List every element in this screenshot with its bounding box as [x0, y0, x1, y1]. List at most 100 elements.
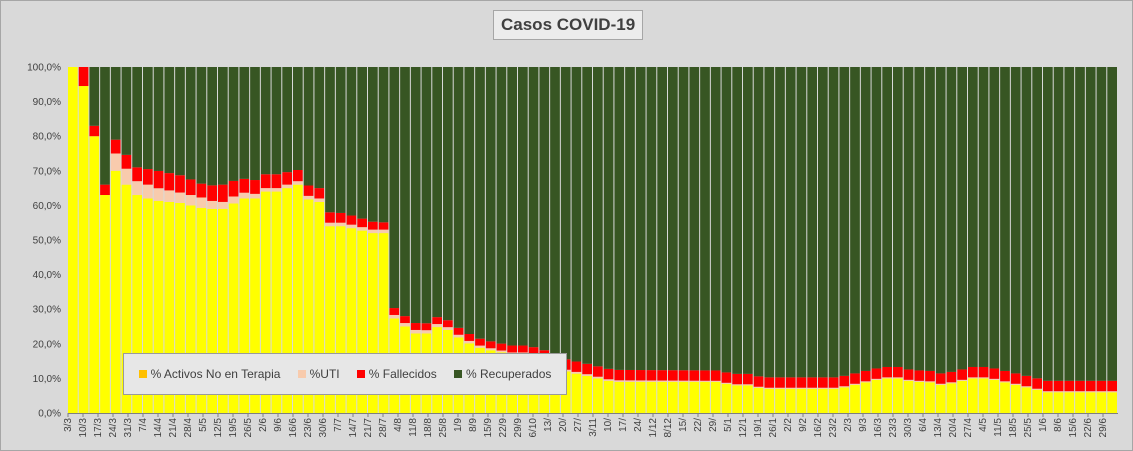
bar-segment-recuperados [453, 67, 464, 328]
bar-segment-activos [635, 381, 646, 413]
x-axis: 3/3 10/3 17/3 24/3 31/3 7/4 14/4 21/4 28/4 5/5 12/… [63, 413, 1109, 437]
bar-segment-uti [657, 380, 667, 382]
legend-label-fallecidos: % Fallecidos [368, 367, 437, 381]
bar-segment-uti [132, 181, 142, 196]
bar-segment-fallecidos [668, 370, 678, 381]
bar-segment-uti [721, 382, 732, 384]
bar-segment-recuperados [389, 67, 400, 309]
bar-segment-fallecidos [518, 345, 528, 353]
bar-segment-uti [368, 229, 378, 234]
bar-segment-fallecidos [89, 125, 100, 137]
bar-segment-uti [271, 188, 282, 192]
bar-segment-recuperados [721, 67, 732, 373]
x-tick-label: 26/5 [243, 418, 254, 438]
bar-segment-fallecidos [571, 361, 582, 372]
bar-segment-fallecidos [185, 179, 196, 196]
bar-segment-uti [121, 168, 132, 185]
x-tick-label: 26/1 [768, 418, 779, 438]
bar-segment-activos [378, 233, 389, 413]
x-tick-label: 28/7 [378, 418, 389, 438]
bar-segment-fallecidos [860, 370, 871, 382]
bar-segment-activos [1032, 389, 1042, 413]
y-tick-label: 90,0% [33, 97, 61, 108]
legend-item-activos: % Activos No en Terapia [138, 367, 281, 381]
bar-segment-activos [143, 198, 153, 413]
bar-segment-fallecidos [785, 377, 796, 388]
bar-segment-recuperados [764, 67, 775, 378]
bar-segment-fallecidos [743, 373, 753, 385]
bar-segment-uti [764, 387, 775, 389]
bar-segment-recuperados [1043, 67, 1053, 381]
bar-segment-uti [346, 224, 357, 229]
bar-segment-activos [882, 378, 892, 413]
bar-segment-activos [239, 198, 250, 413]
bar-segment-activos [228, 203, 239, 413]
bar-segment-activos [1000, 382, 1010, 413]
x-tick-label: 15/6 [1068, 418, 1079, 438]
x-tick-label: 4/8 [393, 418, 404, 432]
bar-segment-recuperados [968, 67, 978, 367]
bar-segment-recuperados [785, 67, 796, 378]
bar-segment-activos [839, 387, 850, 413]
bar-segment-fallecidos [410, 323, 421, 330]
legend-label-recuperados: % Recuperados [465, 367, 552, 381]
bar-segment-uti [946, 382, 957, 384]
x-tick-label: 23/2 [828, 418, 839, 438]
bar-segment-uti [443, 327, 453, 330]
x-tick-label: 8/9 [468, 418, 479, 432]
bar-segment-fallecidos [1021, 375, 1032, 387]
x-tick-label: 22/9 [498, 418, 509, 438]
legend-label-activos: % Activos No en Terapia [150, 367, 281, 381]
bar-segment-activos [571, 373, 582, 413]
x-tick-label: 1/12 [648, 418, 659, 438]
bar-segment-fallecidos [807, 377, 817, 388]
bar-segment-uti [1075, 391, 1085, 393]
bar-segment-recuperados [689, 67, 700, 371]
bar-segment-fallecidos [1010, 373, 1021, 384]
bar-segment-recuperados [550, 67, 560, 355]
bar-segment-uti [582, 374, 592, 376]
bar-segment-activos [1021, 387, 1032, 413]
bar-segment-fallecidos [1107, 380, 1117, 392]
bar-segment-fallecidos [882, 366, 892, 378]
bar-segment-activos [110, 170, 121, 413]
x-tick-label: 2/2 [783, 418, 794, 432]
bar-segment-uti [239, 192, 250, 199]
bar-segment-activos [646, 381, 657, 413]
legend-item-recuperados: % Recuperados [453, 367, 552, 381]
bar-segment-activos [721, 383, 732, 413]
bar-segment-activos [325, 226, 335, 413]
x-tick-label: 20/ [558, 418, 569, 432]
bar-segment-fallecidos [378, 222, 389, 230]
bar-segment-uti [485, 348, 496, 351]
bar-segment-uti [143, 184, 153, 199]
bar-segment-recuperados [625, 67, 635, 370]
bar-segment-fallecidos [218, 184, 228, 202]
bar-segment-fallecidos [528, 347, 539, 355]
bar-segment-recuperados [475, 67, 485, 339]
bar-segment-uti [957, 379, 967, 381]
bar-segment-activos [271, 191, 282, 413]
y-tick-label: 10,0% [33, 374, 61, 385]
legend-swatch-uti [297, 370, 306, 378]
bar-segment-activos [732, 385, 742, 413]
bar-segment-fallecidos [989, 368, 1000, 379]
bar-segment-fallecidos [818, 377, 828, 388]
bar-segment-fallecidos [432, 317, 442, 325]
bar-segment-uti [260, 188, 271, 192]
bar-segment-recuperados [710, 67, 721, 371]
bar-segment-activos [68, 67, 78, 413]
x-tick-label: 1/6 [1038, 418, 1049, 432]
bar-segment-activos [582, 375, 592, 413]
bar-segment-fallecidos [689, 370, 700, 381]
bar-segment-uti [400, 323, 410, 327]
bar-segment-recuperados [110, 67, 121, 140]
bar-segment-uti [678, 380, 689, 382]
bar-segment-recuperados [271, 67, 282, 175]
bar-segment-uti [475, 345, 485, 348]
x-tick-label: 5/1 [723, 418, 734, 432]
bar-segment-uti [207, 200, 217, 209]
x-tick-label: 27/4 [963, 418, 974, 438]
bar-segment-uti [935, 383, 946, 385]
legend-item-uti: %UTI [297, 367, 340, 381]
